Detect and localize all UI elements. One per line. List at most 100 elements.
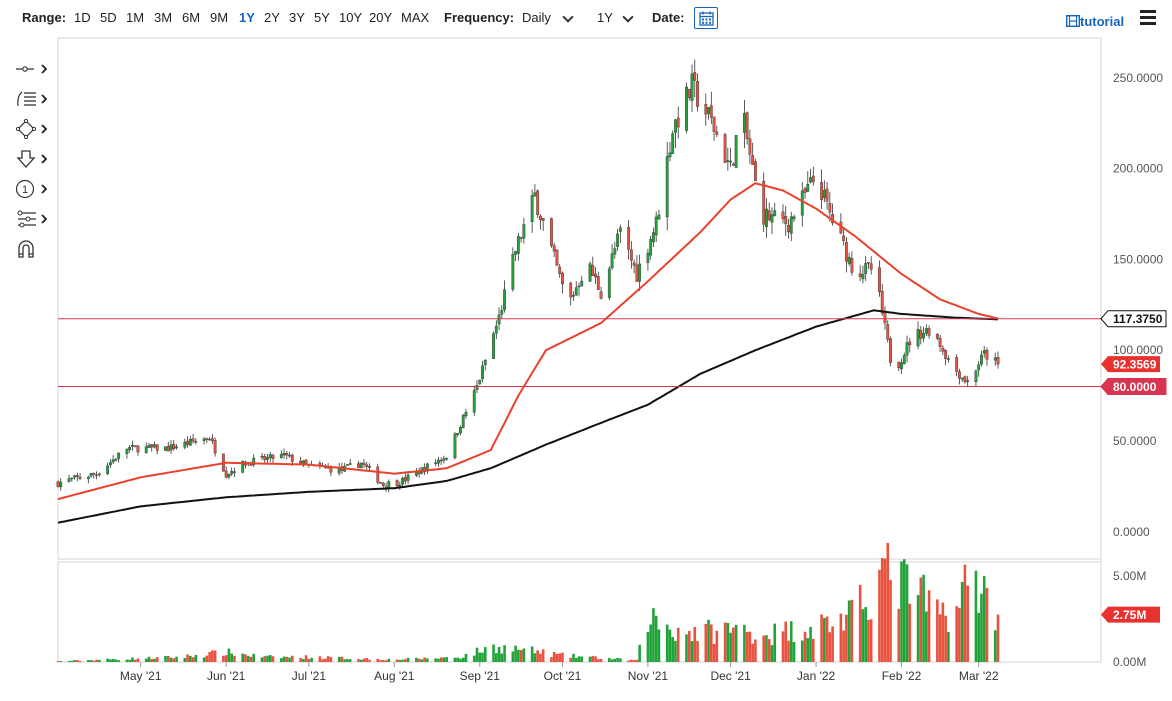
- pattern-tool-button[interactable]: [14, 208, 52, 230]
- calendar-button[interactable]: [694, 7, 718, 29]
- candle: [131, 440, 134, 451]
- candle: [665, 141, 669, 231]
- candle: [800, 181, 804, 227]
- volume-bar: [552, 652, 556, 662]
- marker-tool-button[interactable]: 1: [14, 178, 52, 200]
- candle: [188, 436, 192, 446]
- shape-tool-button[interactable]: [14, 118, 52, 140]
- candle: [731, 162, 735, 166]
- candle: [599, 286, 603, 300]
- candle: [73, 475, 76, 480]
- candle: [844, 236, 848, 273]
- candle: [900, 358, 903, 374]
- volume-bar: [723, 622, 727, 662]
- magnet-tool-button[interactable]: [14, 238, 52, 260]
- volume-bar: [591, 655, 595, 662]
- volume-bar: [395, 659, 399, 662]
- volume-bar: [861, 609, 865, 662]
- ma-fast-line: [57, 182, 999, 501]
- candle: [946, 355, 950, 363]
- candle: [169, 440, 173, 454]
- candle: [78, 473, 82, 481]
- x-tick-label: May '21: [120, 669, 162, 683]
- volume-bar: [676, 627, 680, 662]
- range-2y[interactable]: 2Y: [264, 10, 280, 25]
- volume-bar: [599, 658, 603, 662]
- candle: [227, 473, 231, 480]
- volume-bar: [475, 647, 479, 662]
- candle: [434, 459, 438, 467]
- volume-bar: [233, 655, 236, 662]
- volume-bar: [503, 645, 506, 662]
- range-5d[interactable]: 5D: [100, 10, 117, 25]
- candle: [955, 354, 959, 377]
- hamburger-menu-icon[interactable]: [1140, 10, 1156, 28]
- frequency-select[interactable]: Daily: [522, 10, 551, 25]
- range-1d[interactable]: 1D: [74, 10, 91, 25]
- candle: [596, 271, 600, 291]
- candle: [263, 453, 267, 463]
- candle: [136, 444, 140, 456]
- fibonacci-tool-button[interactable]: [14, 88, 52, 110]
- volume-bar: [357, 659, 360, 662]
- volume-bar: [770, 645, 774, 662]
- line-tool-button[interactable]: [14, 58, 52, 80]
- range-1m[interactable]: 1M: [126, 10, 145, 25]
- tutorial-link[interactable]: tutorial: [1065, 14, 1124, 29]
- volume-bar: [712, 644, 716, 662]
- candle: [980, 350, 983, 367]
- volume-bar: [321, 659, 324, 662]
- volume-bar: [186, 654, 189, 662]
- candle: [108, 459, 112, 469]
- period-select[interactable]: 1Y: [597, 10, 613, 25]
- candle: [938, 334, 942, 352]
- x-tick-label: Sep '21: [460, 669, 501, 683]
- volume-bar: [365, 658, 369, 662]
- candle: [233, 467, 236, 478]
- badge-value: 2.75M: [1113, 608, 1146, 622]
- volume-bar: [439, 657, 443, 662]
- volume-bar: [406, 657, 410, 662]
- volume-bar: [767, 639, 771, 662]
- range-1y[interactable]: 1Y: [239, 10, 255, 25]
- range-6m[interactable]: 6M: [182, 10, 201, 25]
- volume-bar: [657, 629, 661, 662]
- volume-bar: [850, 599, 854, 662]
- volume-bar: [687, 630, 691, 662]
- candle: [889, 336, 892, 367]
- candle: [569, 281, 573, 306]
- candle: [902, 352, 906, 365]
- volume-bar: [483, 647, 487, 662]
- range-10y[interactable]: 10Y: [339, 10, 363, 25]
- volume-bar: [828, 632, 832, 662]
- candle: [858, 264, 862, 282]
- range-3m[interactable]: 3M: [154, 10, 173, 25]
- range-label: Range:: [22, 10, 67, 25]
- range-9m[interactable]: 9M: [210, 10, 229, 25]
- y-tick-label: 250.0000: [1113, 71, 1163, 85]
- range-max[interactable]: MAX: [401, 10, 430, 25]
- last-price-badge: 92.3569: [1101, 356, 1160, 373]
- candle: [519, 236, 523, 243]
- line-tool-icon: [16, 64, 48, 74]
- candle: [806, 171, 810, 193]
- range-5y[interactable]: 5Y: [314, 10, 330, 25]
- volume-bar: [715, 630, 719, 662]
- volume-bar: [550, 656, 553, 662]
- volume-tick-label: 5.00M: [1113, 569, 1146, 583]
- volume-bar: [384, 660, 388, 662]
- candle: [86, 475, 90, 484]
- candle: [745, 111, 749, 145]
- candle: [403, 473, 407, 485]
- volume-bar: [889, 579, 892, 662]
- range-3y[interactable]: 3Y: [289, 10, 305, 25]
- arrow-tool-button[interactable]: [14, 148, 52, 170]
- volume-bar: [610, 659, 614, 662]
- candle: [56, 480, 60, 488]
- volume-bar: [368, 659, 371, 662]
- candle: [809, 168, 812, 184]
- candle: [789, 211, 793, 242]
- range-20y[interactable]: 20Y: [369, 10, 393, 25]
- candle: [359, 462, 363, 469]
